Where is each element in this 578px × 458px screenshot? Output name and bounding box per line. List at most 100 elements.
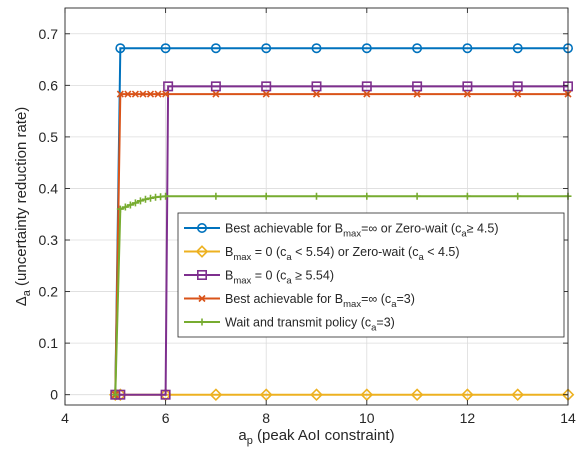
- data-point: [136, 197, 144, 205]
- legend-label: Best achievable for Bmax=∞ or Zero-wait …: [225, 222, 499, 240]
- data-point: [261, 81, 272, 92]
- data-point: [511, 388, 525, 402]
- legend-label: Bmax = 0 (ca ≥ 5.54): [225, 269, 334, 287]
- legend-item-4: Best achievable for Bmax=∞ (ca=3): [184, 292, 415, 310]
- data-point: [413, 192, 421, 200]
- data-point: [115, 43, 126, 54]
- data-point: [209, 388, 223, 402]
- legend-item-2: Bmax = 0 (ca < 5.54) or Zero-wait (ca < …: [184, 245, 460, 263]
- legend-label: Wait and transmit policy (ca=3): [225, 316, 395, 334]
- data-point: [261, 43, 272, 54]
- x-tick-label: 6: [162, 410, 170, 426]
- legend-swatch-marker: [198, 294, 206, 303]
- data-point: [160, 389, 171, 400]
- x-tick-label: 14: [560, 410, 576, 426]
- series-5: [111, 192, 572, 399]
- series-1: [110, 43, 573, 400]
- data-point: [413, 90, 421, 98]
- data-point: [210, 43, 221, 54]
- data-point: [162, 192, 170, 200]
- data-point: [212, 90, 220, 98]
- data-point: [262, 90, 270, 98]
- data-point: [126, 201, 134, 209]
- series-line: [114, 47, 568, 395]
- y-tick-label: 0.2: [39, 284, 59, 300]
- data-point: [111, 391, 119, 399]
- data-point: [360, 388, 374, 402]
- data-point: [312, 90, 321, 98]
- plot-frame: [64, 7, 569, 406]
- data-point: [162, 90, 170, 98]
- legend-swatch-marker: [197, 269, 208, 280]
- data-point: [512, 43, 523, 54]
- tick-labels: 4 6 8 10 12 14 0 0.1 0.2 0.3 0.4 0.5 0.6 0.7: [39, 26, 576, 426]
- data-point: [461, 388, 474, 402]
- data-point: [462, 81, 473, 92]
- data-point: [514, 90, 522, 98]
- x-tick-label: 4: [61, 410, 69, 426]
- data-point: [512, 81, 523, 92]
- data-point: [313, 192, 320, 200]
- data-point: [412, 81, 423, 92]
- data-point: [361, 43, 372, 54]
- series-layer: [108, 43, 575, 402]
- data-point: [463, 192, 471, 200]
- y-tick-label: 0.5: [39, 129, 59, 145]
- data-point: [121, 203, 129, 211]
- x-tick-label: 10: [359, 410, 375, 426]
- data-point: [163, 81, 174, 92]
- data-point: [131, 199, 139, 207]
- legend-label: Bmax = 0 (ca < 5.54) or Zero-wait (ca < …: [225, 245, 460, 263]
- data-point: [363, 90, 371, 98]
- legend-swatch-marker: [198, 318, 206, 326]
- data-point: [311, 43, 322, 54]
- data-point: [146, 90, 155, 98]
- data-point: [116, 205, 124, 213]
- data-point: [311, 81, 322, 92]
- series-4: [111, 90, 572, 399]
- y-tick-label: 0.6: [39, 77, 59, 93]
- data-point: [462, 43, 473, 54]
- data-point: [160, 43, 171, 54]
- data-point: [154, 90, 162, 98]
- axes: [64, 7, 569, 406]
- legend-swatch-marker: [195, 245, 209, 258]
- y-tick-label: 0.7: [39, 26, 59, 42]
- data-point: [141, 195, 149, 203]
- data-point: [514, 192, 522, 200]
- data-point: [124, 90, 132, 98]
- data-point: [131, 90, 139, 98]
- data-point: [463, 90, 471, 98]
- y-tick-label: 0.3: [39, 232, 59, 248]
- y-tick-label: 0.1: [39, 335, 59, 351]
- y-tick-label: 0.4: [39, 180, 59, 196]
- series-line: [115, 85, 568, 396]
- legend-swatch-marker: [197, 223, 208, 234]
- x-axis-label: ap (peak AoI constraint): [238, 427, 394, 447]
- legend-label: Best achievable for Bmax=∞ (ca=3): [225, 292, 415, 310]
- data-point: [139, 90, 147, 98]
- x-tick-label: 12: [460, 410, 476, 426]
- legend-item-1: Best achievable for Bmax=∞ or Zero-wait …: [184, 222, 499, 240]
- data-point: [147, 194, 155, 202]
- data-point: [212, 192, 220, 200]
- series-line: [114, 93, 568, 395]
- data-point: [310, 388, 323, 402]
- axis-labels: ap (peak AoI constraint) Δa (uncertainty …: [13, 107, 395, 447]
- data-point: [262, 192, 270, 200]
- legend-item-3: Bmax = 0 (ca ≥ 5.54): [184, 269, 334, 287]
- x-tick-label: 8: [262, 410, 270, 426]
- legend: Best achievable for Bmax=∞ or Zero-wait …: [177, 212, 565, 338]
- data-point: [116, 90, 124, 98]
- legend-item-5: Wait and transmit policy (ca=3): [184, 316, 395, 334]
- data-point: [412, 43, 423, 54]
- data-point: [210, 81, 221, 92]
- data-point: [410, 388, 424, 402]
- legend-box: [177, 212, 565, 338]
- y-tick-label: 0: [50, 387, 58, 403]
- data-point: [361, 81, 372, 92]
- y-axis-label: Δa (uncertainty reduction rate): [13, 107, 33, 307]
- data-point: [363, 192, 371, 200]
- data-point: [259, 388, 273, 402]
